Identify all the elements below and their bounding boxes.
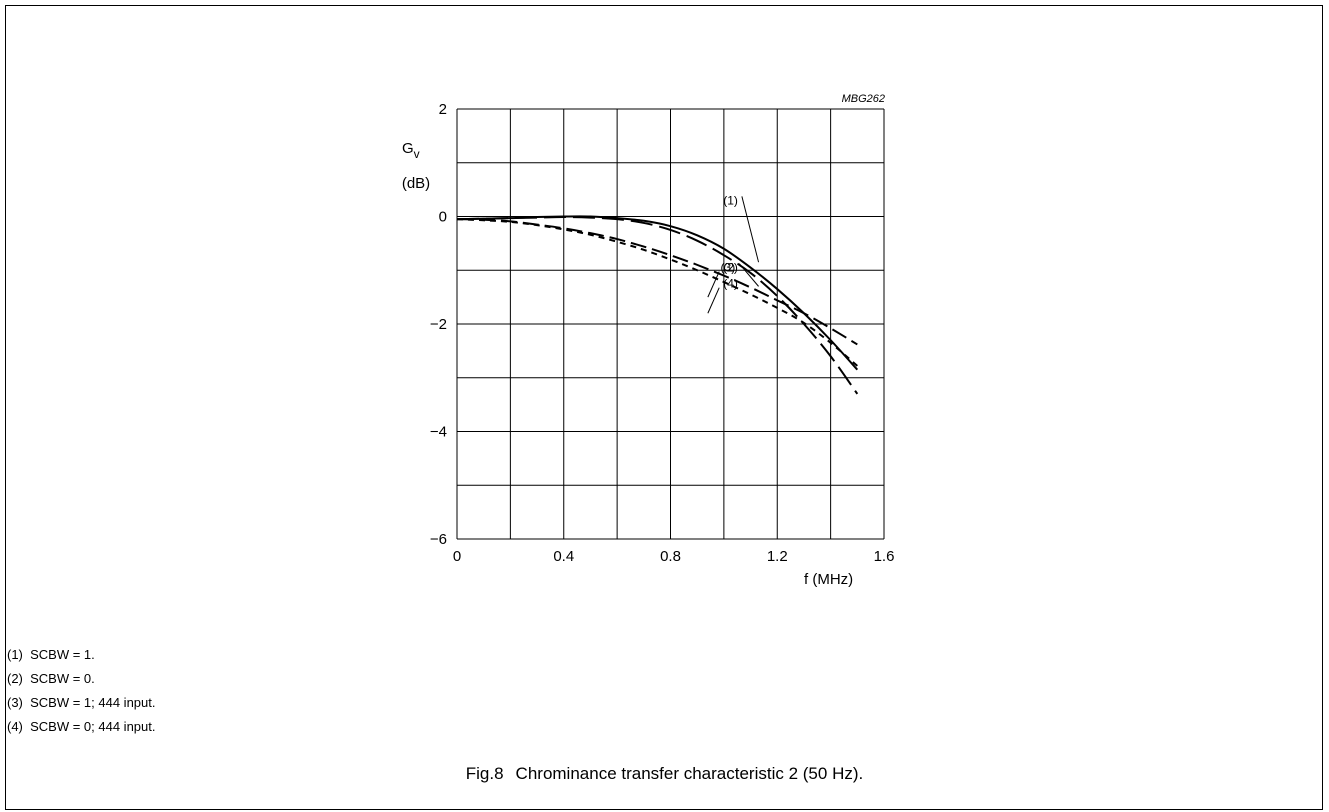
series-line-2	[456, 218, 858, 346]
annotation-label-2: (3)	[721, 261, 736, 275]
annotation-leader-1	[741, 196, 760, 263]
y-tick-label-4: −6	[430, 531, 447, 548]
chart-annotations: (1) (3)(2) (4)	[707, 193, 760, 314]
chart: (1) (3)(2) (4) 0 0.4 0.8 1.2 1.6 2 0 −2 −4 −6 MBG26…	[402, 93, 895, 588]
annotation-label-4: (4)	[723, 277, 738, 291]
annotation-leader-2	[738, 263, 759, 287]
annotation-leader-3	[707, 271, 720, 298]
y-tick-label-2: −2	[430, 316, 447, 333]
x-tick-label-3: 1.2	[767, 548, 788, 565]
chart-ticks: 0 0.4 0.8 1.2 1.6 2 0 −2 −4 −6	[430, 101, 895, 565]
y-axis-label: Gv	[402, 140, 420, 161]
annotation-label-3: (2)	[723, 261, 738, 275]
figure-caption: Fig.8 Chrominance transfer characteristic…	[0, 764, 1329, 784]
note-3: (3) SCBW = 1; 444 input.	[7, 695, 156, 710]
annotation-leader-4	[707, 287, 720, 314]
figure-number: Fig.8	[465, 764, 504, 783]
chart-series	[456, 215, 859, 395]
series-line-1	[456, 215, 859, 371]
figure-frame	[5, 5, 1323, 810]
y-tick-label-3: −4	[430, 424, 447, 441]
y-axis-subscript: v	[414, 147, 420, 161]
y-axis-symbol: G	[402, 140, 414, 157]
series-line-3	[456, 216, 859, 395]
x-tick-label-2: 0.8	[660, 548, 681, 565]
annotation-label-1: (1)	[723, 193, 738, 207]
y-axis-unit: (dB)	[402, 175, 430, 192]
x-tick-label-1: 0.4	[553, 548, 574, 565]
note-1: (1) SCBW = 1.	[7, 647, 95, 662]
y-tick-label-0: 2	[439, 101, 447, 118]
figure-title: Chrominance transfer characteristic 2 (5…	[515, 764, 864, 783]
x-tick-label-0: 0	[453, 548, 461, 565]
figure-code: MBG262	[842, 93, 885, 105]
y-tick-label-1: 0	[439, 209, 447, 226]
x-tick-label-4: 1.6	[874, 548, 895, 565]
note-4: (4) SCBW = 0; 444 input.	[7, 719, 156, 734]
series-line-4	[456, 218, 858, 367]
note-2: (2) SCBW = 0.	[7, 671, 95, 686]
chart-grid	[456, 108, 885, 540]
x-axis-label: f (MHz)	[804, 571, 853, 588]
